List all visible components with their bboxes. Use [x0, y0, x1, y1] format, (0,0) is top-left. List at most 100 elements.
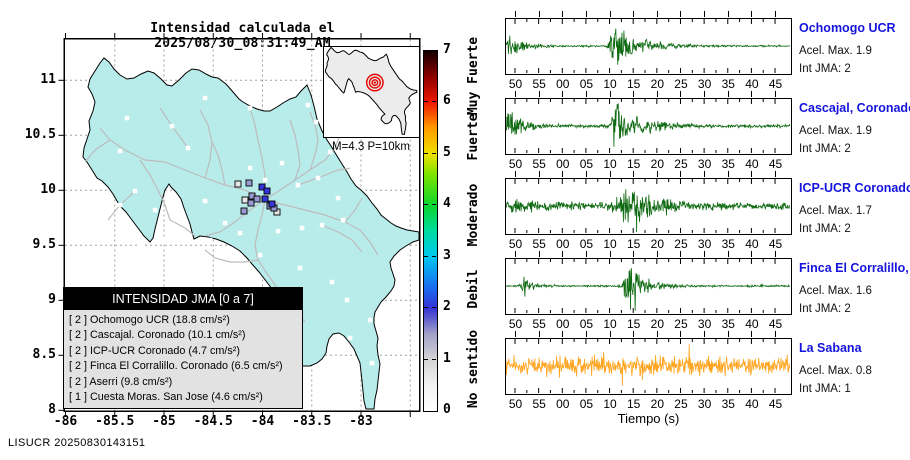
station-int-jma: Int JMA: 2: [799, 223, 851, 235]
panel-time-tick-label: 45: [768, 237, 783, 251]
panel-time-tick-label: 30: [697, 237, 712, 251]
panel-outer-tick: [704, 331, 706, 337]
time-axis-label: Tiempo (s): [617, 411, 680, 426]
panel-outer-tick: [585, 91, 587, 97]
panel-time-tick-label: 55: [532, 237, 546, 251]
waveform-canvas: [505, 179, 791, 233]
station-name: Ochomogo UCR: [799, 21, 896, 35]
station-marker-white: [335, 195, 341, 201]
colorbar-tick: [424, 358, 428, 360]
panel-outer-tick: [727, 11, 729, 17]
legend-title: INTENSIDAD JMA [0 a 7]: [64, 288, 302, 310]
legend-entry: [ 2 ] Finca El Corralillo. Coronado (6.5…: [69, 360, 283, 373]
station-marker-white: [207, 237, 213, 243]
panel-time-tick-label: 00: [556, 317, 570, 331]
colorbar-tick: [432, 307, 436, 309]
station-int-jma: Int JMA: 2: [799, 303, 851, 315]
panel-outer-tick: [704, 171, 706, 177]
x-axis-tick-label: -84.5: [193, 414, 233, 429]
station-marker-white: [237, 230, 243, 236]
colorbar-category-label: Muy Fuerte: [466, 36, 481, 115]
station-marker-white: [275, 228, 281, 234]
panel-outer-tick: [704, 11, 706, 17]
intensity-station-marker-lavender: [240, 207, 248, 215]
panel-time-tick-label: 40: [745, 237, 759, 251]
panel-time-tick-label: 15: [627, 157, 641, 171]
panel-time-tick-label: 55: [532, 157, 546, 171]
intensity-station-marker-blue: [258, 183, 266, 191]
panel-time-tick-label: 15: [627, 317, 641, 331]
panel-outer-tick: [704, 251, 706, 257]
station-marker-white: [222, 220, 228, 226]
station-marker-white: [95, 253, 101, 259]
x-axis-tick-label: -83: [349, 414, 373, 429]
panel-time-tick-label: 35: [721, 397, 735, 411]
panel-time-tick-label: 00: [556, 397, 570, 411]
colorbar-tick: [424, 255, 428, 257]
panel-time-tick-label: 10: [603, 157, 617, 171]
station-marker-white: [257, 252, 263, 258]
panel-time-tick-label: 50: [508, 237, 523, 251]
panel-time-tick-label: 20: [650, 157, 664, 171]
colorbar-tick: [432, 204, 436, 206]
panel-outer-tick: [515, 331, 516, 337]
panel-outer-tick: [727, 251, 729, 257]
epicenter-icon: [373, 81, 377, 84]
panel-time-tick-label: 05: [579, 157, 594, 171]
panel-time-tick-label: 55: [532, 77, 546, 91]
panel-time-tick-label: 35: [721, 157, 735, 171]
panel-time-tick-label: 30: [697, 317, 712, 331]
intensity-station-marker-lavender: [247, 199, 255, 207]
station-marker-white: [227, 249, 233, 255]
panel-outer-tick: [727, 171, 729, 177]
station-int-jma: Int JMA: 2: [799, 63, 851, 75]
station-marker-white: [340, 217, 346, 223]
panel-time-tick-label: 25: [674, 157, 688, 171]
panel-outer-tick: [656, 11, 658, 17]
panel-time-tick-label: 50: [508, 157, 523, 171]
seismogram-panel-1: [505, 18, 792, 75]
station-marker-white: [247, 165, 253, 171]
panel-time-tick-label: 35: [721, 77, 735, 91]
panel-time-tick-label: 00: [556, 237, 570, 251]
station-marker-white: [262, 177, 268, 183]
panel-outer-tick: [751, 171, 753, 177]
station-acel-max: Acel. Max. 1.9: [799, 125, 872, 137]
panel-outer-tick: [538, 11, 540, 17]
y-axis-tick-label: 8.5: [32, 347, 56, 363]
panel-outer-tick: [538, 331, 540, 337]
panel-outer-tick: [515, 91, 516, 97]
station-marker-white: [347, 335, 353, 341]
panel-outer-tick: [609, 11, 611, 17]
station-marker-white: [315, 175, 321, 181]
colorbar-tick-label: 7: [443, 42, 451, 57]
station-marker-white: [87, 177, 93, 183]
panel-outer-tick: [680, 251, 682, 257]
station-marker-white: [313, 119, 319, 125]
panel-outer-tick: [609, 331, 611, 337]
panel-time-tick-label: 30: [697, 157, 712, 171]
panel-outer-tick: [751, 11, 753, 17]
panel-time-tick-label: 15: [627, 397, 641, 411]
waveform-trace: [505, 343, 791, 386]
legend-entry: [ 2 ] Ochomogo UCR (18.8 cm/s²): [69, 314, 230, 326]
waveform-trace: [505, 189, 791, 233]
panel-time-tick-label: 10: [603, 237, 617, 251]
panel-outer-tick: [562, 91, 564, 97]
panel-outer-tick: [775, 11, 777, 17]
panel-time-tick-label: 00: [556, 77, 570, 91]
panel-time-tick-label: 15: [627, 237, 641, 251]
station-acel-max: Acel. Max. 0.8: [799, 365, 872, 377]
panel-time-tick-label: 30: [697, 77, 712, 91]
panel-time-tick-label: 10: [603, 317, 617, 331]
colorbar-tick: [432, 101, 436, 103]
station-marker-white: [327, 149, 333, 155]
panel-outer-tick: [751, 251, 753, 257]
intensity-station-marker-lavender: [245, 179, 253, 187]
waveform-canvas: [505, 339, 791, 393]
panel-outer-tick: [775, 91, 777, 97]
station-marker-white: [279, 160, 285, 166]
station-marker-white: [247, 105, 253, 111]
colorbar-tick-label: 1: [443, 350, 451, 366]
panel-outer-tick: [680, 11, 682, 17]
